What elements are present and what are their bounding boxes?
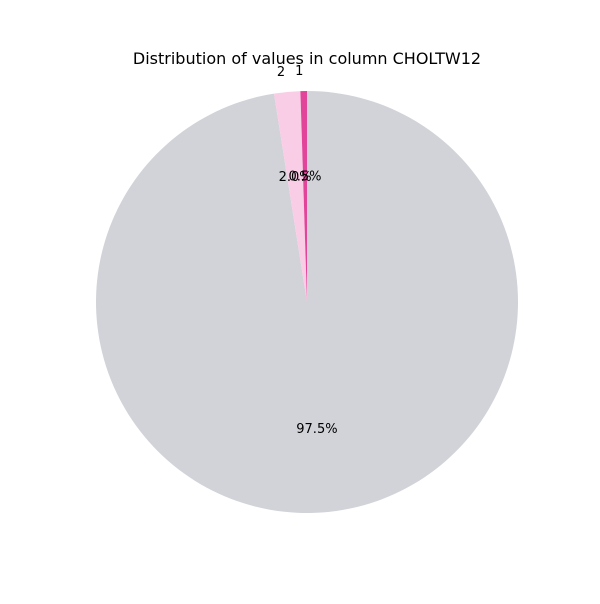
pie-category-label-1: 2 — [277, 65, 285, 80]
pie-pct-label-2: 0.5% — [288, 169, 321, 184]
chart-title: Distribution of values in column CHOLTW1… — [133, 49, 481, 68]
pie-category-label-2: 1 — [295, 64, 303, 79]
pie-pct-label-1: 2.0% — [279, 170, 312, 185]
pie-slices — [95, 91, 518, 514]
pie-labels: 97.5% 2.0% 2 0.5% 1 — [277, 64, 338, 437]
pie-slice-1 — [273, 91, 307, 302]
pie-slice-0 — [95, 91, 518, 514]
pie-slice-2 — [300, 91, 307, 302]
pie-pct-label-0: 97.5% — [296, 422, 337, 437]
